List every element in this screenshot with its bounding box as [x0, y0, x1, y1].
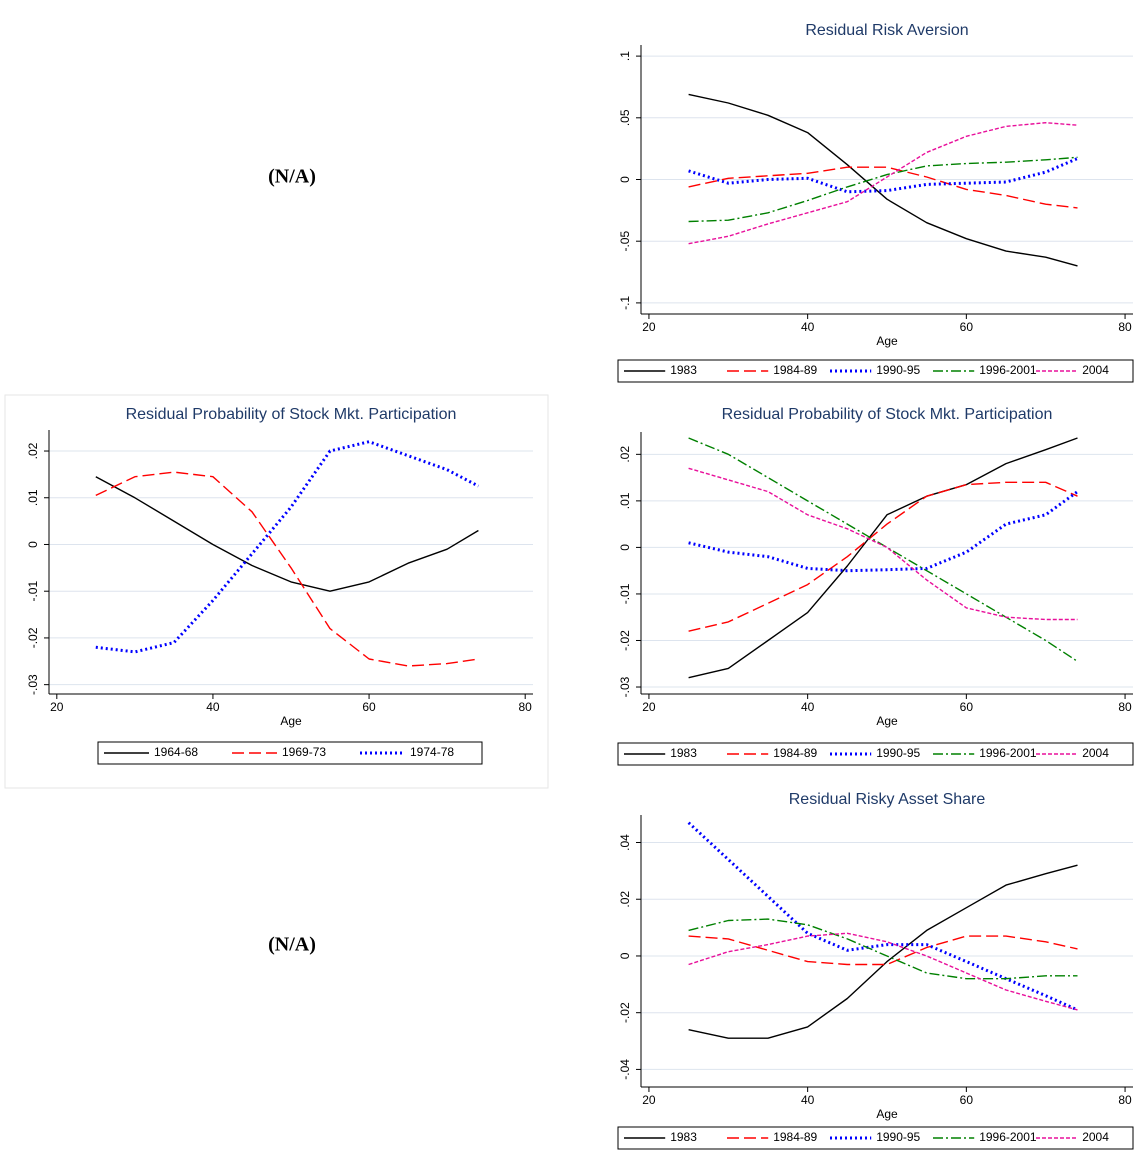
legend-label: 1983 [670, 1130, 697, 1144]
series-line [688, 156, 1078, 223]
placeholder: (N/A) [268, 166, 316, 188]
y-tick-label: -.01 [618, 583, 632, 604]
series-line [688, 467, 1078, 621]
x-tick-label: 20 [642, 700, 656, 714]
y-tick-label: -.02 [618, 1002, 632, 1023]
x-tick-label: 40 [801, 700, 815, 714]
legend-label: 1996-2001 [979, 363, 1037, 377]
legend-label: 1964-68 [154, 745, 198, 759]
y-tick-label: -.05 [618, 231, 632, 252]
legend-box [617, 742, 1134, 766]
y-tick-label: -.04 [618, 1059, 632, 1080]
y-tick-label: .01 [26, 489, 40, 506]
x-tick-label: 80 [1118, 700, 1132, 714]
y-tick-label: 0 [618, 544, 632, 551]
series-line [688, 918, 1078, 980]
y-tick-label: -.1 [618, 296, 632, 310]
y-tick-label: .04 [618, 834, 632, 851]
y-tick-label: -.02 [618, 630, 632, 651]
x-tick-label: 20 [50, 700, 64, 714]
chart-title: Residual Probability of Stock Mkt. Parti… [126, 406, 457, 423]
series-line [688, 122, 1078, 245]
legend-label: 1990-95 [876, 746, 920, 760]
series-line [95, 471, 479, 667]
x-tick-label: 60 [960, 700, 974, 714]
legend-label: 1984-89 [773, 746, 817, 760]
legend-label: 1996-2001 [979, 746, 1037, 760]
placeholder: (N/A) [268, 934, 316, 956]
legend-label: 1990-95 [876, 363, 920, 377]
legend-label: 1984-89 [773, 1130, 817, 1144]
y-tick-label: -.03 [618, 676, 632, 697]
y-tick-label: .01 [618, 492, 632, 509]
legend-label: 2004 [1082, 1130, 1109, 1144]
legend-label: 1983 [670, 746, 697, 760]
y-tick-label: 0 [618, 952, 632, 959]
x-tick-label: 40 [206, 700, 220, 714]
legend-label: 1983 [670, 363, 697, 377]
legend-label: 1990-95 [876, 1130, 920, 1144]
series-line [688, 864, 1078, 1039]
y-tick-label: .05 [618, 109, 632, 126]
chart-title: Residual Probability of Stock Mkt. Parti… [722, 406, 1053, 423]
series-line [688, 932, 1078, 1011]
y-tick-label: .02 [618, 446, 632, 463]
legend-box [617, 359, 1134, 383]
x-axis-label: Age [876, 334, 898, 348]
series-line [688, 481, 1078, 632]
chart-title: Residual Risky Asset Share [789, 791, 986, 808]
series-line [95, 440, 480, 654]
legend-label: 1996-2001 [979, 1130, 1037, 1144]
series-line [688, 437, 1078, 662]
x-axis-label: Age [280, 714, 302, 728]
y-tick-label: 0 [26, 541, 40, 548]
x-tick-label: 80 [1118, 320, 1132, 334]
x-tick-label: 80 [1118, 1093, 1132, 1107]
legend-label: 2004 [1082, 746, 1109, 760]
x-tick-label: 60 [960, 320, 974, 334]
x-tick-label: 60 [362, 700, 376, 714]
y-tick-label: 0 [618, 176, 632, 183]
y-tick-label: -.03 [26, 674, 40, 695]
series-line [688, 166, 1078, 209]
series-line [688, 157, 1079, 194]
legend-label: 2004 [1082, 363, 1109, 377]
x-tick-label: 40 [801, 320, 815, 334]
legend-label: 1969-73 [282, 745, 326, 759]
x-axis-label: Age [876, 714, 898, 728]
series-line [688, 437, 1078, 679]
y-tick-label: -.02 [26, 627, 40, 648]
x-tick-label: 20 [642, 320, 656, 334]
legend-box [97, 741, 483, 765]
series-line [687, 821, 1079, 1012]
y-tick-label: .02 [26, 442, 40, 459]
chart-title: Residual Risk Aversion [805, 22, 968, 39]
series-line [688, 490, 1079, 573]
legend-label: 1974-78 [410, 745, 454, 759]
y-tick-label: -.01 [26, 581, 40, 602]
x-tick-label: 80 [519, 700, 533, 714]
x-tick-label: 40 [801, 1093, 815, 1107]
series-line [95, 476, 479, 592]
y-tick-label: .02 [618, 891, 632, 908]
legend-box [617, 1126, 1134, 1150]
panel-border [4, 394, 549, 789]
x-axis-label: Age [876, 1107, 898, 1121]
legend-label: 1984-89 [773, 363, 817, 377]
x-tick-label: 60 [960, 1093, 974, 1107]
y-tick-label: .1 [618, 51, 632, 61]
series-line [688, 93, 1078, 267]
x-tick-label: 20 [642, 1093, 656, 1107]
